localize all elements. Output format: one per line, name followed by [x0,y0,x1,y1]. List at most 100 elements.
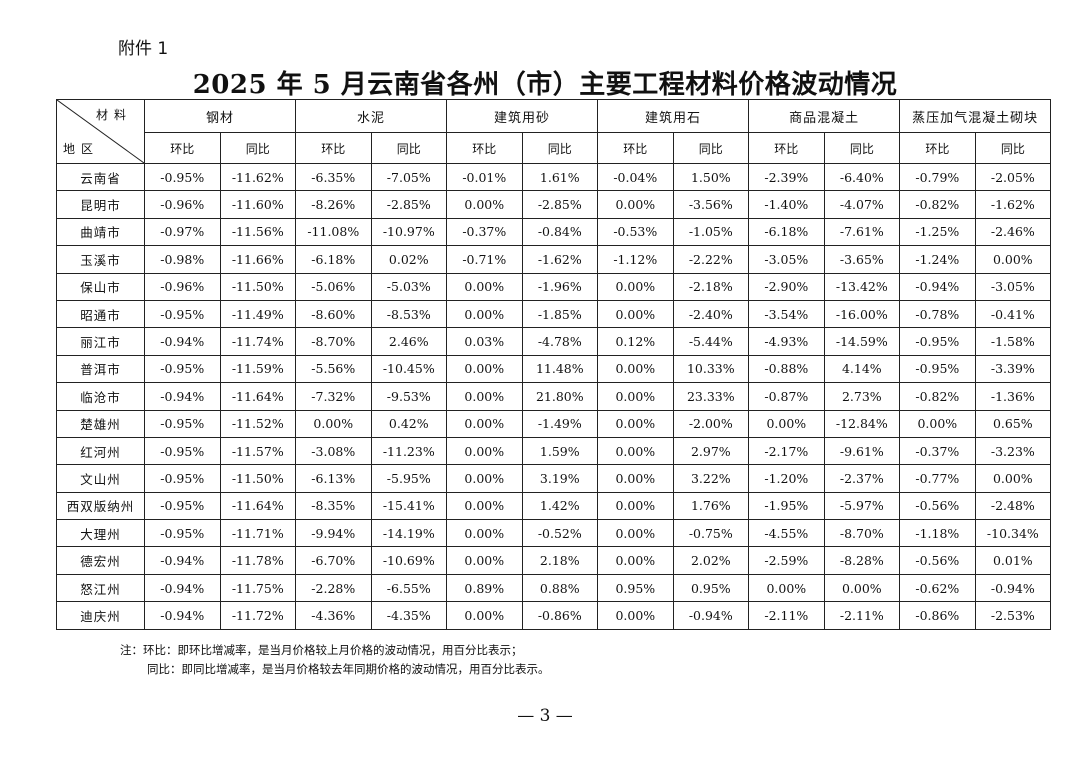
value-cell: -5.56% [295,354,372,384]
value-cell: -2.22% [672,245,750,274]
value-cell: -0.56% [899,546,976,575]
region-cell: 楚雄州 [56,409,145,438]
attachment-label: 附件 1 [118,39,169,59]
value-cell: -0.95% [144,464,221,493]
value-cell: -12.84% [823,409,901,438]
value-cell: -0.78% [899,299,976,329]
value-cell: 1.59% [521,436,599,466]
value-cell: -1.85% [521,299,599,329]
region-cell: 普洱市 [56,354,145,384]
value-cell: -3.05% [974,272,1052,301]
value-cell: -2.48% [974,491,1052,521]
value-cell: -0.94% [974,573,1052,603]
value-cell: -2.17% [748,436,825,466]
value-cell: -10.34% [974,519,1052,548]
value-cell: -0.95% [899,354,976,384]
value-cell: -0.94% [144,573,221,603]
value-cell: -11.64% [219,382,297,411]
value-cell: -11.60% [219,190,297,219]
table-row: 玉溪市 -0.98% -11.66% -6.18% 0.02% -0.71% -1.62% -… [56,245,1052,274]
region-cell: 临沧市 [56,382,145,411]
mom-header: 环比 [899,132,976,164]
value-cell: -0.94% [144,546,221,575]
region-cell: 昆明市 [56,190,145,219]
material-header: 蒸压加气混凝土砌块 [899,99,1052,133]
value-cell: -2.46% [974,217,1052,247]
value-cell: 0.12% [597,327,674,356]
value-cell: 0.00% [597,601,674,630]
value-cell: -0.86% [899,601,976,630]
value-cell: -3.05% [748,245,825,274]
value-cell: -6.55% [370,573,448,603]
value-cell: 3.22% [672,464,750,493]
table-row: 曲靖市 -0.97% -11.56% -11.08% -10.97% -0.37% -0.8… [56,217,1052,247]
value-cell: -0.88% [748,354,825,384]
value-cell: -11.75% [219,573,297,603]
value-cell: -5.97% [823,491,901,521]
value-cell: -11.23% [370,436,448,466]
material-header: 钢材 [143,99,297,133]
value-cell: -1.49% [521,409,599,438]
value-cell: -1.25% [899,217,976,247]
table-row: 临沧市 -0.94% -11.64% -7.32% -9.53% 0.00% 21.80% 0… [56,382,1052,411]
region-cell: 德宏州 [56,546,145,575]
value-cell: -3.54% [748,299,825,329]
value-cell: -0.94% [144,382,221,411]
value-cell: -8.70% [295,327,372,356]
value-cell: -5.44% [672,327,750,356]
value-cell: 0.00% [899,409,976,438]
value-cell: -11.08% [295,217,372,247]
value-cell: -14.19% [370,519,448,548]
value-cell: 0.00% [446,354,523,384]
value-cell: 0.65% [974,409,1052,438]
value-cell: -0.94% [144,601,221,630]
value-cell: 2.73% [823,382,901,411]
value-cell: -0.75% [672,519,750,548]
value-cell: -2.18% [672,272,750,301]
value-cell: -0.52% [521,519,599,548]
value-cell: -0.56% [899,491,976,521]
value-cell: -0.95% [144,162,221,192]
value-cell: -0.97% [144,217,221,247]
value-cell: 2.18% [521,546,599,575]
value-cell: 0.00% [446,491,523,521]
region-cell: 曲靖市 [56,217,145,247]
table-row: 西双版纳州 -0.95% -11.64% -8.35% -15.41% 0.00% 1.42… [56,491,1052,521]
value-cell: -11.59% [219,354,297,384]
value-cell: 0.00% [748,573,825,603]
material-header: 建筑用砂 [446,99,599,133]
value-cell: 0.03% [446,327,523,356]
value-cell: 21.80% [521,382,599,411]
value-cell: -1.96% [521,272,599,301]
value-cell: -8.70% [823,519,901,548]
value-cell: 0.00% [446,382,523,411]
value-cell: -11.50% [219,464,297,493]
value-cell: -1.62% [521,245,599,274]
value-cell: -0.62% [899,573,976,603]
value-cell: -0.94% [144,327,221,356]
value-cell: -1.20% [748,464,825,493]
value-cell: -11.78% [219,546,297,575]
region-cell: 昭通市 [56,299,145,329]
value-cell: -3.65% [823,245,901,274]
value-cell: -2.39% [748,162,825,192]
value-cell: 0.42% [370,409,448,438]
mom-header: 环比 [295,132,372,164]
region-cell: 迪庆州 [56,601,145,630]
value-cell: 0.95% [672,573,750,603]
value-cell: -11.50% [219,272,297,301]
value-cell: -0.04% [597,162,674,192]
value-cell: 0.00% [597,519,674,548]
value-cell: -11.71% [219,519,297,548]
value-cell: -4.93% [748,327,825,356]
value-cell: -2.37% [823,464,901,493]
value-cell: -9.94% [295,519,372,548]
value-cell: -0.37% [446,217,523,247]
value-cell: -2.00% [672,409,750,438]
price-table: 材料 地区 钢材 水泥 建筑用砂 建筑用石 商品混凝土 蒸压加气混凝土砌块 环比… [56,99,1052,630]
yoy-header: 同比 [219,132,297,164]
value-cell: -1.40% [748,190,825,219]
table-body: 云南省 -0.95% -11.62% -6.35% -7.05% -0.01% 1.61% -… [56,162,1052,630]
table-row: 昭通市 -0.95% -11.49% -8.60% -8.53% 0.00% -1.85% 0… [56,299,1052,329]
value-cell: 1.42% [521,491,599,521]
